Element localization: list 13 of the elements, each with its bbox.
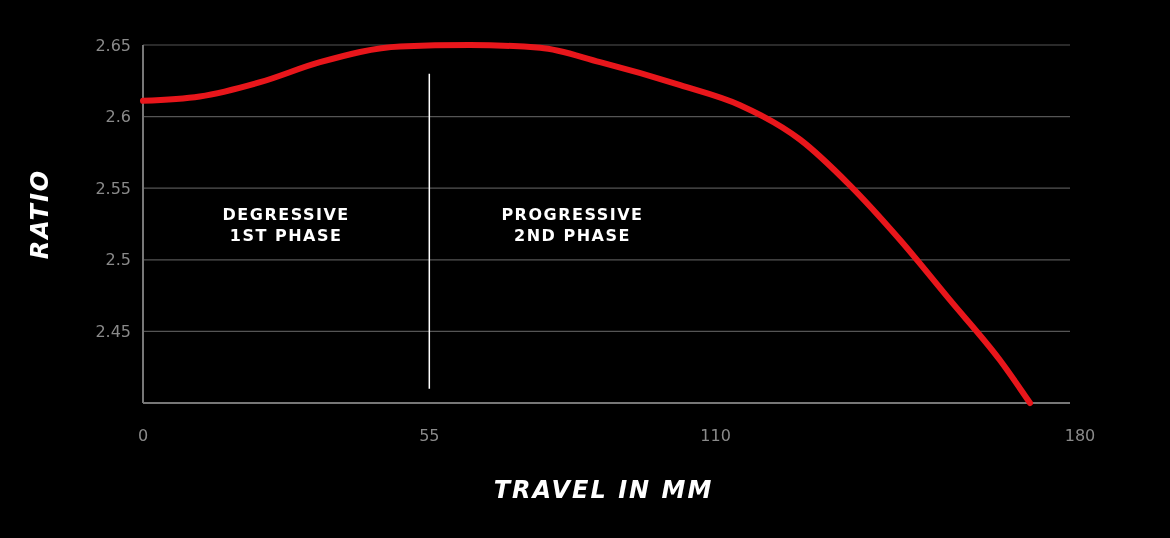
annotation: PROGRESSIVE 2ND PHASE	[501, 205, 644, 245]
y-tick-label: 2.6	[105, 107, 131, 127]
y-tick-label: 2.65	[95, 35, 131, 55]
x-tick-label: 0	[137, 426, 149, 445]
x-tick-label: 55	[419, 426, 440, 445]
y-tick-label: 2.45	[95, 322, 131, 341]
x-tick-label: 110	[700, 426, 731, 445]
x-axis-title: TRAVEL IN MM	[493, 476, 714, 504]
annotation: DEGRESSIVE 1ST PHASE	[222, 205, 350, 245]
y-tick-label: 2.55	[95, 178, 131, 198]
x-tick-label: 180	[1064, 426, 1096, 445]
y-tick-label: 2.5	[105, 250, 131, 270]
y-axis-title: RATIO	[26, 168, 54, 260]
